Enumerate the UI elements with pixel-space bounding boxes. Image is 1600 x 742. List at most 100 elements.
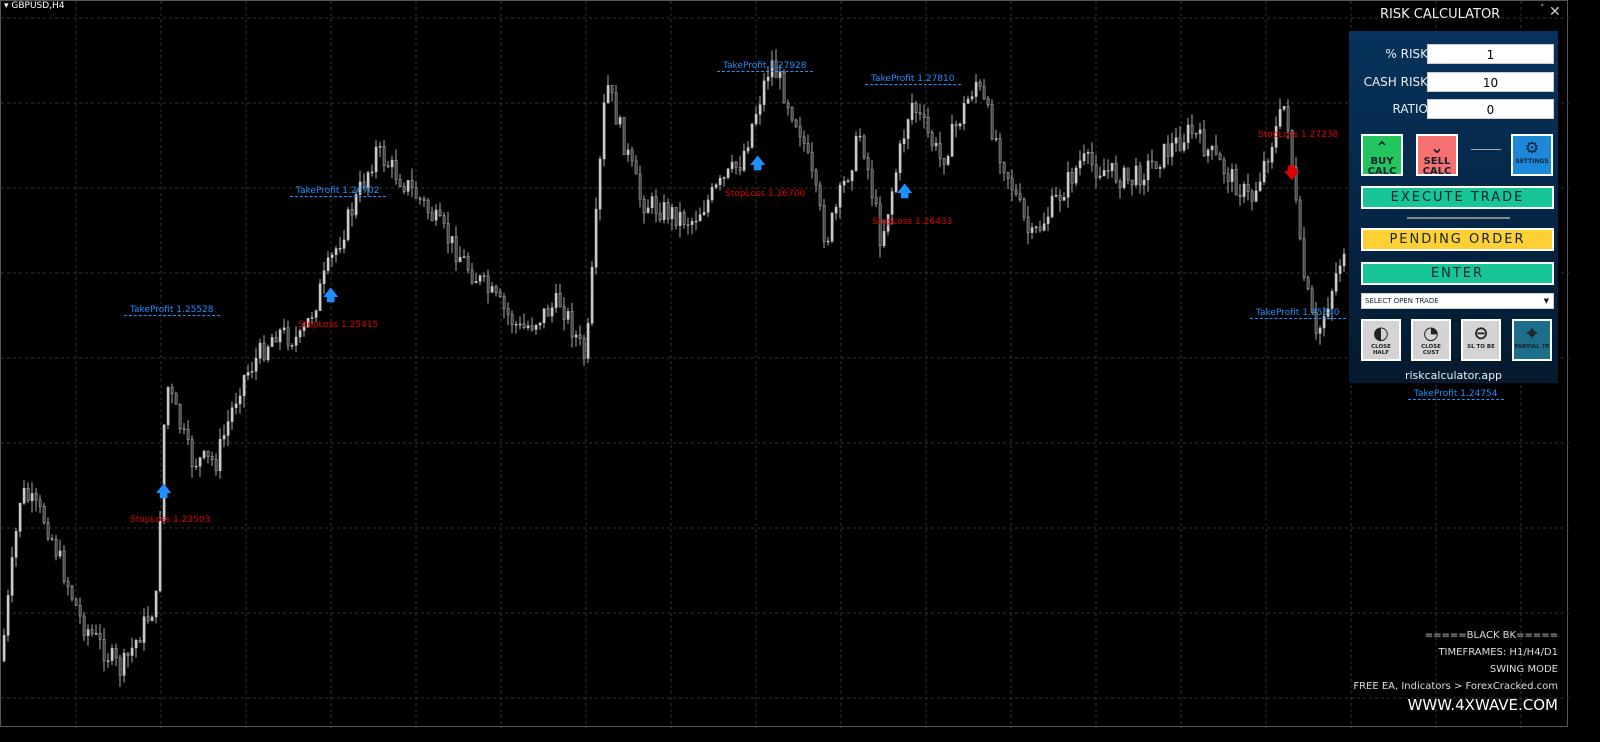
site-link[interactable]: riskcalculator.app (1404, 369, 1503, 382)
candle-body (42, 506, 46, 523)
sell-calc-button[interactable]: ⌄ SELL CALC (1416, 134, 1458, 177)
candle-body (862, 135, 866, 158)
candle-body (442, 215, 446, 224)
execute-trade-button[interactable]: EXECUTE TRADE (1361, 186, 1554, 209)
candle-body (222, 435, 226, 440)
candle-body (86, 629, 90, 636)
candle-body (438, 209, 442, 216)
cash-risk-input[interactable]: 10 (1427, 72, 1554, 92)
candle-body (1154, 161, 1158, 169)
candle-body (458, 257, 462, 263)
candle-body (366, 172, 370, 188)
candle-body (930, 132, 934, 147)
candle-body (830, 212, 834, 242)
candle-body (282, 327, 286, 331)
buy-calc-button[interactable]: ⌃ BUY CALC (1361, 134, 1403, 177)
candle-body (1270, 147, 1274, 163)
candle-body (962, 103, 966, 124)
candle-body (834, 206, 838, 214)
select-open-trade-dropdown[interactable]: SELECT OPEN TRADE ▼ (1361, 293, 1554, 309)
candle-body (662, 202, 666, 221)
candle-body (822, 205, 826, 243)
partial-tp-label: PARTIAL TP (1514, 344, 1550, 350)
candle-body (906, 119, 910, 139)
close-cust-label: CLOSE CUST (1421, 344, 1441, 356)
candle-body (1342, 253, 1346, 267)
candle-body (38, 499, 42, 507)
candle-body (850, 170, 854, 182)
candle-body (206, 450, 210, 457)
risk-percent-input[interactable]: 1 (1427, 44, 1554, 64)
candle-body (386, 165, 390, 168)
candle-body (650, 196, 654, 209)
target-icon: ⌖ (1526, 323, 1538, 344)
candle-body (278, 329, 282, 343)
candle-body (138, 640, 142, 643)
candle-body (450, 236, 454, 244)
candle-body (606, 85, 610, 104)
pending-order-button[interactable]: PENDING ORDER (1361, 228, 1554, 251)
price-chart[interactable] (0, 0, 1569, 728)
candle-body (818, 184, 822, 206)
gear-icon: ⚙ (1524, 138, 1540, 157)
candle-body (58, 550, 62, 557)
info-website: WWW.4XWAVE.COM (1407, 696, 1558, 714)
candle-body (1058, 194, 1062, 201)
candle-body (338, 248, 342, 250)
candle-body (554, 292, 558, 308)
candle-body (574, 334, 578, 338)
symbol-label[interactable]: ▾ GBPUSD,H4 (4, 1, 65, 11)
pie-circle-icon: ◔ (1423, 323, 1439, 344)
candle-body (1322, 316, 1326, 329)
candle-body (1202, 129, 1206, 157)
stoploss-label: StopLoss 1.25415 (298, 320, 379, 330)
candle-body (142, 616, 146, 643)
candle-body (1302, 238, 1306, 278)
candle-body (14, 531, 18, 558)
candle-body (1130, 179, 1134, 186)
buy-arrow-icon: 🡅 (156, 482, 172, 500)
divider (1471, 149, 1501, 150)
ratio-input[interactable]: 0 (1427, 99, 1554, 119)
collapse-icon[interactable]: ˄ (1540, 4, 1545, 14)
candle-body (102, 638, 106, 662)
candle-body (1018, 193, 1022, 200)
enter-button[interactable]: ENTER (1361, 262, 1554, 285)
candle-body (634, 160, 638, 175)
candle-body (550, 307, 554, 317)
candle-body (934, 142, 938, 147)
sl-to-be-button[interactable]: ⊖ SL TO BE (1461, 319, 1501, 361)
candle-body (70, 586, 74, 600)
close-half-button[interactable]: ◐ CLOSE HALF (1361, 319, 1401, 361)
info-line: FREE EA, Indicators > ForexCracked.com (1353, 681, 1558, 692)
candle-body (954, 123, 958, 127)
candle-body (698, 214, 702, 222)
candle-body (638, 173, 642, 200)
candle-body (678, 211, 682, 227)
candle-body (658, 212, 662, 221)
candle-body (786, 102, 790, 108)
candle-body (162, 424, 166, 522)
close-custom-button[interactable]: ◔ CLOSE CUST (1411, 319, 1451, 361)
candle-body (370, 171, 374, 174)
partial-tp-button[interactable]: ⌖ PARTIAL TP (1512, 319, 1552, 361)
candle-body (774, 60, 778, 78)
candle-body (290, 345, 294, 347)
candle-body (342, 239, 346, 249)
candle-body (1102, 170, 1106, 177)
candle-body (326, 257, 330, 271)
candle-body (1182, 142, 1186, 151)
candle-body (994, 138, 998, 140)
candle-body (1170, 142, 1174, 157)
settings-button[interactable]: ⚙ SETTINGS (1511, 134, 1553, 176)
candle-body (1278, 109, 1282, 127)
takeprofit-label: TakeProfit 1.27928 (717, 61, 813, 72)
candle-body (586, 322, 590, 359)
candle-body (854, 136, 858, 171)
candle-body (566, 311, 570, 320)
close-icon[interactable]: ✕ (1548, 4, 1561, 20)
candle-body (714, 184, 718, 188)
candle-body (354, 194, 358, 216)
candle-body (1234, 169, 1238, 196)
takeprofit-label: TakeProfit 1.25528 (124, 305, 220, 316)
